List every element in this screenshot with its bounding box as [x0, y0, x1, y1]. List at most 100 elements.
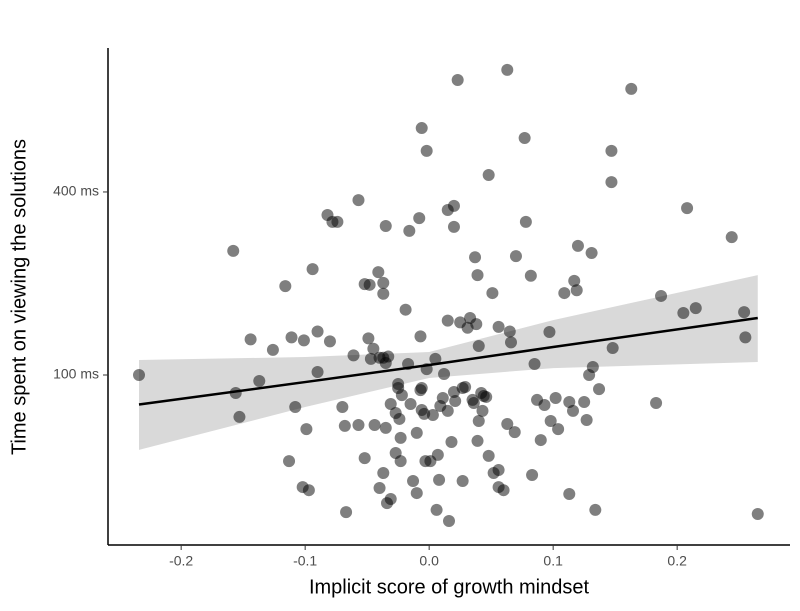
- data-point: [508, 426, 521, 439]
- data-point: [379, 220, 392, 233]
- data-point: [426, 408, 439, 421]
- data-point: [470, 318, 483, 331]
- data-point: [549, 392, 562, 405]
- data-point: [552, 423, 565, 436]
- data-point: [580, 414, 593, 427]
- data-point: [340, 506, 353, 519]
- data-point: [492, 320, 505, 333]
- data-point: [133, 369, 145, 382]
- data-point: [415, 122, 428, 135]
- data-point: [543, 326, 556, 339]
- data-point: [459, 381, 472, 394]
- data-point: [311, 325, 324, 338]
- data-point: [593, 383, 606, 396]
- data-point: [471, 434, 484, 447]
- data-point: [480, 390, 493, 403]
- x-tick-label: -0.1: [293, 553, 317, 569]
- data-point: [393, 412, 406, 425]
- y-axis-title: Time spent on viewing the solutions: [8, 139, 30, 455]
- data-point: [279, 280, 292, 293]
- data-point: [449, 395, 462, 408]
- data-point: [379, 421, 392, 434]
- data-point: [538, 398, 551, 411]
- x-axis-title: Implicit score of growth mindset: [309, 576, 590, 598]
- data-point: [384, 397, 397, 410]
- data-point: [438, 367, 451, 380]
- data-point: [441, 314, 454, 327]
- data-point: [377, 467, 390, 480]
- data-point: [469, 251, 482, 264]
- data-point: [347, 349, 360, 362]
- data-point: [323, 335, 336, 348]
- data-point: [509, 250, 522, 263]
- data-point: [410, 487, 423, 500]
- data-point: [482, 449, 495, 462]
- data-point: [501, 63, 514, 76]
- data-point: [751, 508, 764, 521]
- data-point: [571, 239, 584, 252]
- data-point: [585, 246, 598, 259]
- data-point: [558, 287, 571, 300]
- data-point: [681, 202, 694, 215]
- data-point: [431, 448, 444, 461]
- data-point: [404, 397, 417, 410]
- data-point: [382, 350, 395, 363]
- data-point: [244, 333, 257, 346]
- data-point: [407, 475, 420, 488]
- data-point: [420, 144, 433, 157]
- data-point: [725, 231, 738, 244]
- data-point: [372, 266, 385, 279]
- data-point: [358, 452, 371, 465]
- data-point: [625, 82, 638, 95]
- data-point: [336, 400, 349, 413]
- data-point: [544, 414, 557, 427]
- data-point: [285, 331, 298, 344]
- data-point: [482, 168, 495, 181]
- data-point: [689, 302, 702, 315]
- data-point: [456, 475, 469, 488]
- data-point: [505, 336, 517, 349]
- data-point: [451, 73, 464, 86]
- data-point: [297, 334, 310, 347]
- data-point: [302, 484, 315, 497]
- data-point: [589, 503, 602, 516]
- data-point: [503, 325, 516, 338]
- data-point: [578, 396, 591, 409]
- data-point: [300, 423, 313, 436]
- data-point: [563, 488, 576, 501]
- data-point: [436, 392, 449, 405]
- data-point: [233, 410, 246, 423]
- data-point: [399, 303, 412, 316]
- data-point: [441, 404, 454, 417]
- data-point: [394, 431, 407, 444]
- data-point: [410, 426, 423, 439]
- data-point: [352, 418, 365, 431]
- data-point: [655, 289, 668, 302]
- data-point: [362, 332, 375, 345]
- data-point: [367, 342, 380, 355]
- data-point: [394, 455, 407, 468]
- data-point: [338, 419, 351, 432]
- data-point: [570, 284, 583, 297]
- regression-line: [138, 316, 758, 406]
- data-point: [492, 464, 505, 477]
- data-point: [429, 352, 442, 365]
- data-point: [605, 176, 618, 189]
- y-tick-label: 100 ms: [53, 366, 99, 382]
- data-point: [447, 199, 460, 212]
- data-point: [586, 360, 599, 373]
- data-point: [306, 263, 319, 276]
- data-point: [331, 215, 344, 228]
- data-point: [414, 384, 427, 397]
- data-point: [677, 306, 690, 319]
- data-point: [430, 503, 443, 516]
- data-point: [227, 244, 240, 257]
- data-point: [363, 278, 376, 291]
- data-point: [568, 274, 581, 287]
- data-point: [445, 436, 458, 449]
- data-point: [526, 468, 539, 481]
- data-point: [567, 404, 579, 417]
- data-point: [501, 418, 514, 431]
- data-point: [472, 414, 485, 427]
